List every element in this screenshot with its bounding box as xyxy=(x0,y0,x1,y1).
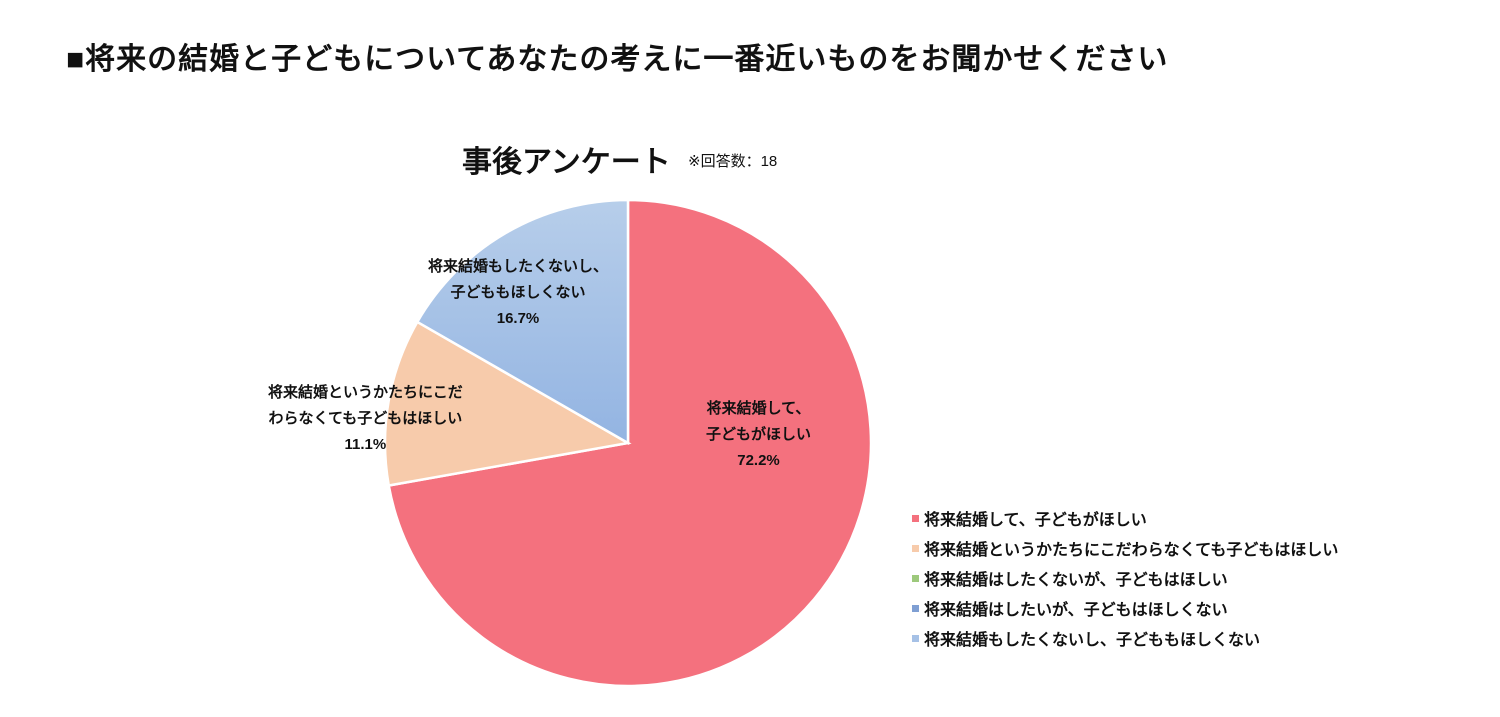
legend-item: 将来結婚して、子どもがほしい xyxy=(912,503,1338,533)
legend: 将来結婚して、子どもがほしい 将来結婚というかたちにこだわらなくても子どもはほし… xyxy=(912,503,1338,653)
data-label-4: 将来結婚もしたくないし、 子どももほしくない 16.7% xyxy=(428,254,608,332)
data-label-1: 将来結婚というかたちにこだ わらなくても子どもはほしい 11.1% xyxy=(268,380,463,458)
legend-item: 将来結婚はしたいが、子どもはほしくない xyxy=(912,593,1338,623)
data-label-value: 11.1% xyxy=(344,436,387,453)
data-label-line: 子どもがほしい xyxy=(706,426,812,443)
legend-item: 将来結婚というかたちにこだわらなくても子どもはほしい xyxy=(912,533,1338,563)
legend-swatch xyxy=(912,514,919,522)
data-label-line: 将来結婚して、 xyxy=(706,400,811,417)
response-count-note: ※回答数：18 xyxy=(688,153,778,170)
data-label-line: 子どももほしくない xyxy=(450,284,586,301)
page-title: ■将来の結婚と子どもについてあなたの考えに一番近いものをお聞かせください xyxy=(66,43,1169,76)
chart-title: 事後アンケート xyxy=(462,146,671,179)
data-label-value: 16.7% xyxy=(496,310,540,327)
pie-slice-1 xyxy=(383,320,632,487)
legend-swatch xyxy=(912,574,919,582)
legend-label: 将来結婚して、子どもがほしい xyxy=(924,512,1147,529)
legend-swatch xyxy=(912,634,919,642)
legend-swatch xyxy=(912,604,919,612)
data-label-line: わらなくても子どもはほしい xyxy=(268,410,463,427)
data-label-line: 将来結婚もしたくないし、 xyxy=(428,258,609,275)
legend-label: 将来結婚はしたくないが、子どもはほしい xyxy=(924,572,1228,589)
data-label-line: 将来結婚というかたちにこだ xyxy=(268,384,463,401)
legend-label: 将来結婚はしたいが、子どもはほしくない xyxy=(924,602,1228,619)
legend-item: 将来結婚はしたくないが、子どもはほしい xyxy=(912,563,1338,593)
data-label-value: 72.2% xyxy=(737,452,780,469)
legend-item: 将来結婚もしたくないし、子どももほしくない xyxy=(912,623,1338,653)
legend-swatch xyxy=(912,544,919,552)
pie-slice-4 xyxy=(415,198,630,446)
legend-label: 将来結婚というかたちにこだわらなくても子どもはほしい xyxy=(924,542,1339,559)
legend-label: 将来結婚もしたくないし、子どももほしくない xyxy=(924,632,1261,649)
data-label-0: 将来結婚して、 子どもがほしい 72.2% xyxy=(706,396,811,474)
